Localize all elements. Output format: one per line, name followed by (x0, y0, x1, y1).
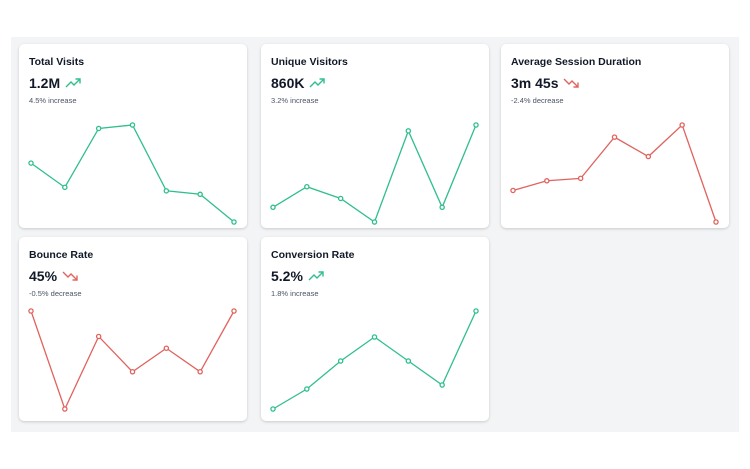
card-value: 5.2% (271, 268, 303, 284)
data-point (405, 358, 412, 364)
sparkline-chart (270, 122, 479, 225)
data-point (129, 369, 136, 375)
series-line (272, 310, 477, 410)
sparkline-chart (510, 122, 719, 225)
data-point (163, 345, 170, 351)
data-point (62, 406, 68, 412)
card-change-text: -0.5% decrease (29, 289, 82, 298)
sparkline-chart (28, 122, 237, 225)
data-point (713, 219, 719, 225)
data-point (28, 308, 34, 314)
data-point (231, 219, 237, 225)
card-title: Unique Visitors (271, 56, 348, 68)
data-point (270, 204, 276, 211)
card-change-text: -2.4% decrease (511, 96, 564, 105)
data-point (62, 184, 68, 191)
series-line (30, 124, 235, 223)
card-title: Bounce Rate (29, 249, 94, 261)
data-point (473, 308, 479, 314)
data-point (197, 191, 203, 198)
card-value: 860K (271, 75, 305, 91)
data-point (270, 406, 276, 412)
data-point (197, 369, 203, 375)
data-point (231, 308, 237, 314)
metric-card-bounce-rate[interactable]: Bounce Rate 45% -0.5% decrease (19, 237, 247, 421)
data-point (163, 188, 170, 194)
data-point (405, 128, 412, 134)
metric-card-conversion-rate[interactable]: Conversion Rate 5.2% 1.8% increase (261, 237, 489, 421)
data-point (510, 187, 516, 194)
dashboard-grid: Total Visits 1.2M 4.5% increase Unique V… (11, 37, 739, 432)
trending-up-icon (309, 78, 326, 88)
data-point (28, 160, 34, 166)
data-point (129, 122, 136, 128)
series-line (30, 310, 235, 411)
card-title: Conversion Rate (271, 249, 355, 261)
card-change-text: 3.2% increase (271, 96, 319, 105)
data-point (371, 219, 378, 225)
data-point (577, 175, 584, 182)
card-value: 1.2M (29, 75, 61, 91)
card-change-text: 1.8% increase (271, 289, 319, 298)
data-point (611, 134, 618, 140)
sparkline-chart (270, 308, 479, 412)
card-value: 45% (29, 268, 58, 284)
metric-card-average-session-duration[interactable]: Average Session Duration 3m 45s -2.4% de… (501, 44, 729, 228)
data-point (337, 195, 344, 202)
sparkline-chart (28, 308, 237, 412)
data-point (304, 386, 310, 392)
card-value: 3m 45s (511, 75, 559, 91)
metric-card-total-visits[interactable]: Total Visits 1.2M 4.5% increase (19, 44, 247, 228)
card-title: Average Session Duration (511, 56, 642, 68)
trending-down-icon (563, 78, 580, 88)
data-point (371, 334, 378, 340)
trending-up-icon (65, 78, 81, 88)
data-point (439, 382, 445, 388)
data-point (544, 178, 550, 184)
data-point (95, 125, 102, 132)
data-point (645, 153, 652, 160)
data-point (679, 122, 685, 128)
data-point (439, 204, 445, 211)
data-point (304, 183, 310, 190)
trending-down-icon (62, 271, 78, 281)
data-point (473, 122, 479, 128)
trending-up-icon (308, 271, 324, 281)
data-point (337, 358, 344, 364)
card-title: Total Visits (29, 56, 85, 68)
series-line (272, 124, 477, 224)
metric-card-unique-visitors[interactable]: Unique Visitors 860K 3.2% increase (261, 44, 489, 228)
data-point (95, 333, 102, 340)
card-change-text: 4.5% increase (29, 96, 77, 105)
